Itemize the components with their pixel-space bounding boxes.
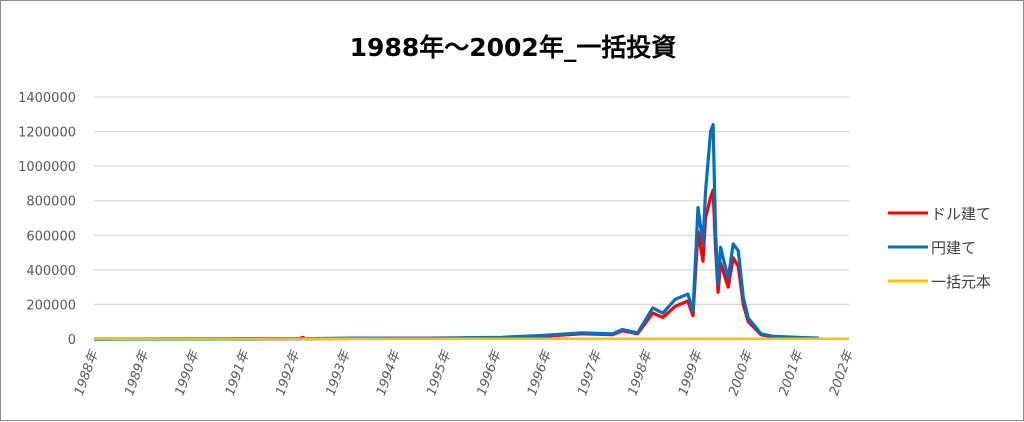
series-line-1 <box>93 188 819 341</box>
y-tick-label: 1200000 <box>18 126 76 141</box>
y-tick-label: 400000 <box>26 264 76 279</box>
x-tick-label: 1991年 <box>223 347 254 397</box>
y-tick-label: 1000000 <box>18 160 76 175</box>
x-tick-label: 1997年 <box>575 347 606 397</box>
x-tick-label: 1996年 <box>525 347 556 397</box>
x-tick-label: 1994年 <box>374 347 405 397</box>
x-tick-label: 1993年 <box>324 347 355 397</box>
x-tick-label: 1990年 <box>173 347 204 397</box>
x-tick-label: 1995年 <box>424 347 455 397</box>
x-tick-label: 1999年 <box>676 347 707 397</box>
x-tick-label: 2002年 <box>827 347 858 397</box>
x-tick-label: 1988年 <box>72 347 103 397</box>
series-line-2 <box>93 123 819 341</box>
x-tick-label: 2001年 <box>777 347 808 397</box>
y-tick-label: 1400000 <box>18 91 76 106</box>
chart-title: 1988年～2002年_一括投資 <box>350 33 677 62</box>
y-tick-label: 800000 <box>26 195 76 210</box>
x-tick-label: 1998年 <box>626 347 657 397</box>
x-tick-label: 2000年 <box>726 347 757 397</box>
legend-label: ドル建て <box>931 205 991 223</box>
x-tick-label: 1996年 <box>475 347 506 397</box>
legend-label: 一括元本 <box>931 273 991 291</box>
x-tick-label: 1992年 <box>273 347 304 397</box>
legend-label: 円建て <box>931 239 976 257</box>
y-tick-label: 0 <box>68 333 76 348</box>
y-tick-label: 200000 <box>26 298 76 313</box>
y-tick-label: 600000 <box>26 229 76 244</box>
x-tick-label: 1989年 <box>122 347 153 397</box>
